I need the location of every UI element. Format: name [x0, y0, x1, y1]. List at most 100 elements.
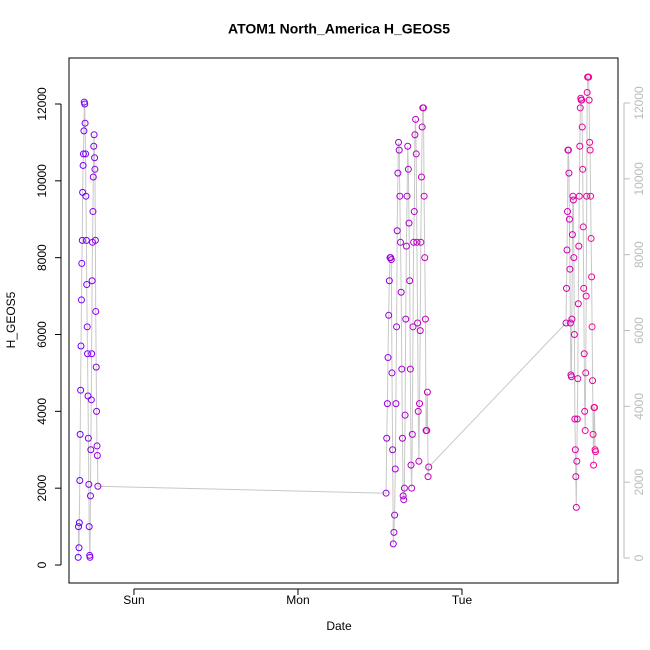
point: [576, 142, 584, 150]
point: [92, 307, 100, 315]
point: [573, 415, 581, 423]
point: [412, 150, 420, 158]
point: [576, 104, 584, 112]
y2-tick-label: 8000: [632, 241, 646, 268]
point: [410, 238, 418, 246]
point: [93, 452, 101, 460]
point: [575, 242, 583, 250]
point: [385, 311, 393, 319]
point: [570, 254, 578, 262]
x-tick-label: Tue: [452, 593, 473, 607]
point: [592, 448, 600, 456]
point: [581, 427, 589, 435]
point: [405, 219, 413, 227]
point: [590, 461, 598, 469]
point: [585, 73, 593, 81]
point: [417, 173, 425, 181]
point: [77, 342, 85, 350]
point: [586, 146, 594, 154]
point: [407, 461, 415, 469]
point: [393, 323, 401, 331]
point: [93, 442, 101, 450]
point: [578, 123, 586, 131]
point: [82, 192, 90, 200]
point: [391, 465, 399, 473]
point: [91, 154, 99, 162]
point: [570, 331, 578, 339]
point: [568, 231, 576, 239]
point: [396, 192, 404, 200]
point: [566, 265, 574, 273]
point: [85, 480, 93, 488]
point: [385, 277, 393, 285]
point: [88, 277, 96, 285]
y2-tick-label: 2000: [632, 469, 646, 496]
point: [420, 192, 428, 200]
point: [79, 161, 87, 169]
point: [571, 415, 579, 423]
point: [83, 323, 91, 331]
point: [581, 407, 589, 415]
point: [79, 150, 87, 158]
point: [383, 434, 391, 442]
y-tick-label: 12000: [35, 87, 49, 121]
point: [562, 319, 570, 327]
point: [395, 138, 403, 146]
point: [74, 553, 82, 561]
point: [566, 319, 574, 327]
point: [563, 246, 571, 254]
point: [425, 463, 433, 471]
plot-box: [68, 57, 619, 584]
point: [400, 496, 408, 504]
point: [582, 369, 590, 377]
point: [87, 396, 95, 404]
point: [564, 146, 572, 154]
point: [424, 473, 432, 481]
point: [84, 350, 92, 358]
point: [587, 234, 595, 242]
y2-tick-label: 10000: [632, 162, 646, 196]
x-axis-label: Date: [326, 619, 352, 633]
point: [416, 327, 424, 335]
point: [414, 319, 422, 327]
point: [565, 169, 573, 177]
point: [88, 350, 96, 358]
series-line: [77, 76, 596, 558]
point: [411, 131, 419, 139]
point: [75, 544, 83, 552]
point: [399, 492, 407, 500]
point: [398, 365, 406, 373]
point: [589, 430, 597, 438]
point: [94, 482, 102, 490]
point: [588, 323, 596, 331]
point: [90, 142, 98, 150]
point: [414, 407, 422, 415]
point: [418, 123, 426, 131]
point: [410, 208, 418, 216]
point: [580, 284, 588, 292]
y-tick-label: 8000: [35, 244, 49, 271]
point: [568, 315, 576, 323]
point: [401, 411, 409, 419]
point: [408, 430, 416, 438]
point: [572, 503, 580, 511]
point: [563, 208, 571, 216]
point: [573, 457, 581, 465]
point: [402, 242, 410, 250]
point: [588, 273, 596, 281]
point: [389, 446, 397, 454]
y-tick-label: 4000: [35, 398, 49, 425]
y2-tick-label: 6000: [632, 317, 646, 344]
point: [587, 192, 595, 200]
point: [406, 277, 414, 285]
point: [82, 236, 90, 244]
point: [82, 150, 90, 158]
point: [89, 208, 97, 216]
point: [397, 288, 405, 296]
point: [591, 404, 599, 412]
point: [585, 96, 593, 104]
point: [579, 223, 587, 231]
y-tick-label: 2000: [35, 475, 49, 502]
point: [578, 96, 586, 104]
